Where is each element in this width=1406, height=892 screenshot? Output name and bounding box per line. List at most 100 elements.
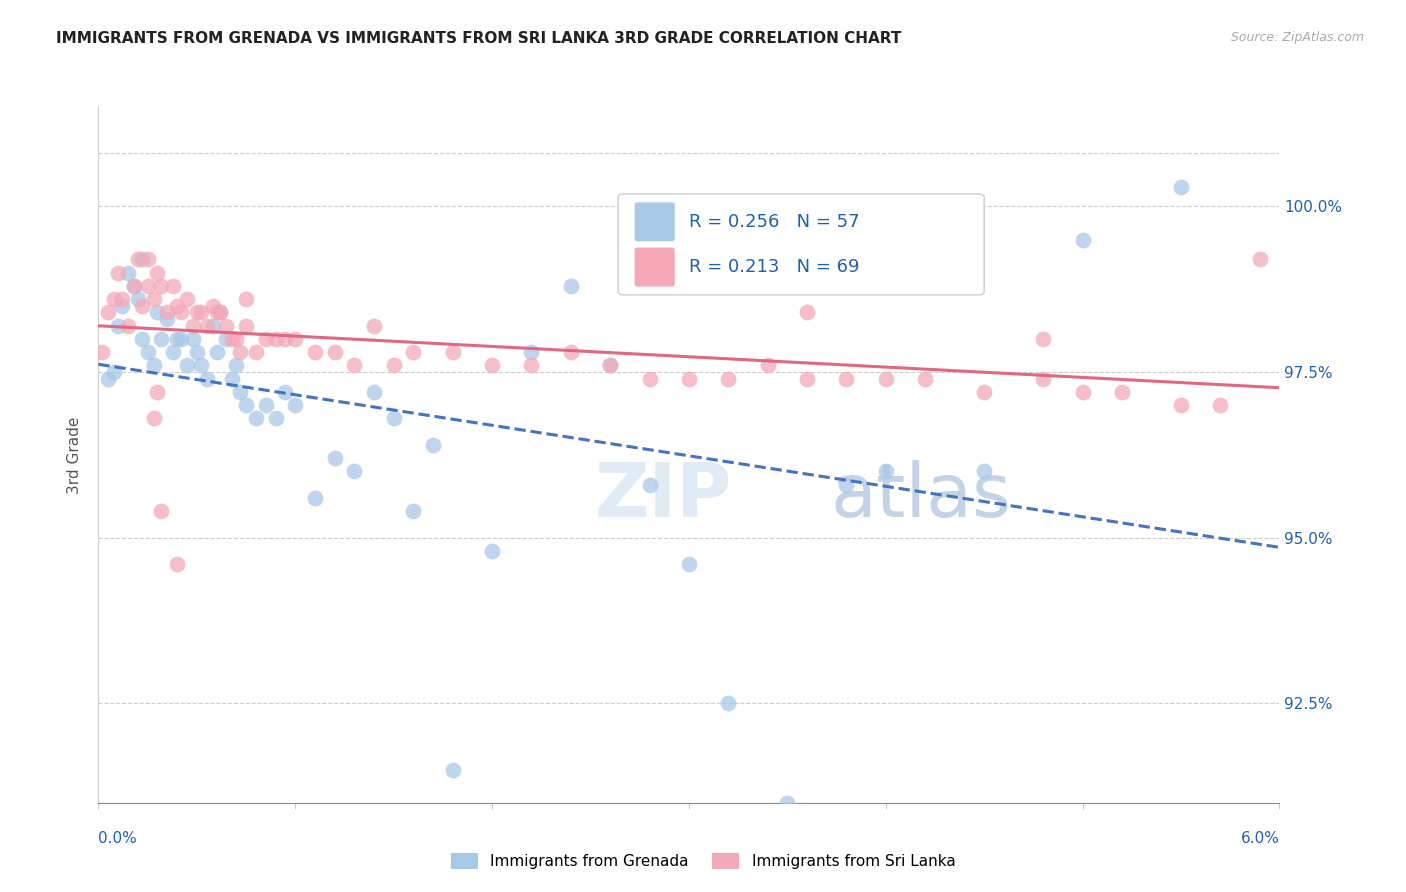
Text: IMMIGRANTS FROM GRENADA VS IMMIGRANTS FROM SRI LANKA 3RD GRADE CORRELATION CHART: IMMIGRANTS FROM GRENADA VS IMMIGRANTS FR… — [56, 31, 901, 46]
Point — [221, 372, 243, 386]
Point — [91, 345, 114, 359]
Point — [150, 504, 173, 518]
Point — [127, 292, 149, 306]
Point — [186, 345, 208, 359]
Point — [181, 318, 204, 333]
Point — [146, 266, 169, 280]
Point — [441, 763, 464, 777]
Point — [1111, 384, 1133, 399]
Point — [170, 305, 193, 319]
Point — [678, 558, 700, 572]
Point — [402, 504, 425, 518]
Point — [560, 345, 582, 359]
Point — [166, 332, 188, 346]
Text: 0.0%: 0.0% — [98, 830, 138, 846]
Point — [560, 279, 582, 293]
Point — [150, 279, 173, 293]
Point — [142, 411, 165, 425]
Point — [107, 318, 129, 333]
Point — [422, 438, 444, 452]
Point — [914, 372, 936, 386]
Point — [1170, 179, 1192, 194]
Point — [201, 318, 224, 333]
Point — [796, 372, 818, 386]
Point — [363, 384, 385, 399]
Point — [835, 477, 858, 491]
Point — [111, 299, 134, 313]
Point — [973, 384, 995, 399]
FancyBboxPatch shape — [634, 202, 675, 242]
Point — [284, 398, 307, 412]
Point — [117, 266, 139, 280]
Point — [205, 305, 228, 319]
Point — [181, 332, 204, 346]
Point — [97, 305, 120, 319]
Point — [254, 398, 277, 412]
Point — [599, 359, 621, 373]
Point — [166, 299, 188, 313]
Point — [215, 318, 238, 333]
Point — [235, 318, 257, 333]
Point — [221, 332, 243, 346]
Point — [717, 697, 740, 711]
Point — [264, 411, 287, 425]
Point — [304, 345, 326, 359]
Point — [245, 411, 267, 425]
Point — [195, 318, 218, 333]
Point — [343, 359, 366, 373]
Point — [520, 359, 543, 373]
Point — [162, 345, 184, 359]
Point — [875, 465, 897, 479]
Point — [441, 345, 464, 359]
Point — [599, 359, 621, 373]
Point — [363, 318, 385, 333]
Point — [170, 332, 193, 346]
Point — [678, 372, 700, 386]
Point — [111, 292, 134, 306]
Point — [254, 332, 277, 346]
Point — [756, 359, 779, 373]
Point — [382, 359, 405, 373]
FancyBboxPatch shape — [619, 194, 984, 295]
Point — [229, 345, 252, 359]
Point — [235, 398, 257, 412]
Point — [195, 372, 218, 386]
FancyBboxPatch shape — [634, 248, 675, 286]
Point — [209, 305, 232, 319]
Point — [402, 345, 425, 359]
Point — [481, 544, 503, 558]
Point — [323, 345, 346, 359]
Y-axis label: 3rd Grade: 3rd Grade — [67, 417, 83, 493]
Legend: Immigrants from Grenada, Immigrants from Sri Lanka: Immigrants from Grenada, Immigrants from… — [444, 847, 962, 875]
Point — [1071, 233, 1094, 247]
Point — [97, 372, 120, 386]
Point — [201, 299, 224, 313]
Point — [638, 477, 661, 491]
Point — [796, 305, 818, 319]
Point — [142, 359, 165, 373]
Text: 6.0%: 6.0% — [1240, 830, 1279, 846]
Point — [156, 312, 179, 326]
Point — [190, 359, 212, 373]
Point — [146, 305, 169, 319]
Point — [186, 305, 208, 319]
Point — [776, 796, 799, 810]
Point — [274, 332, 297, 346]
Point — [717, 372, 740, 386]
Point — [162, 279, 184, 293]
Text: ZIP: ZIP — [595, 460, 731, 533]
Point — [176, 292, 198, 306]
Point — [103, 365, 125, 379]
Point — [166, 558, 188, 572]
Point — [131, 252, 153, 267]
Point — [835, 372, 858, 386]
Point — [103, 292, 125, 306]
Point — [1071, 384, 1094, 399]
Point — [245, 345, 267, 359]
Point — [127, 252, 149, 267]
Point — [142, 292, 165, 306]
Point — [481, 359, 503, 373]
Point — [209, 305, 232, 319]
Point — [229, 384, 252, 399]
Point — [1032, 332, 1054, 346]
